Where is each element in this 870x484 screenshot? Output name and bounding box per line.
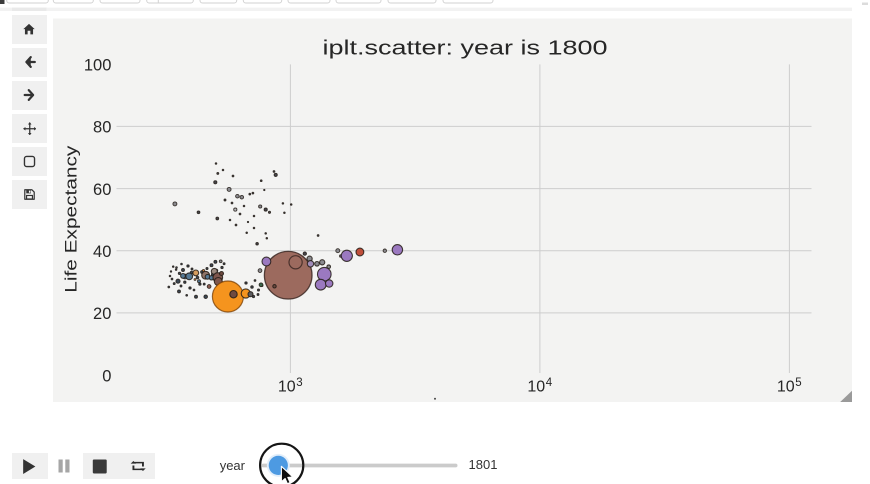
svg-text:100: 100 — [84, 56, 112, 74]
svg-text:iplt.scatter: year is 1800: iplt.scatter: year is 1800 — [323, 38, 608, 60]
svg-text:80: 80 — [93, 119, 111, 137]
svg-text:10: 10 — [777, 379, 795, 396]
svg-text:0: 0 — [102, 367, 111, 385]
svg-text:10: 10 — [527, 379, 545, 396]
svg-text:5: 5 — [795, 377, 801, 389]
svg-text:10: 10 — [278, 379, 296, 396]
svg-text:20: 20 — [93, 305, 111, 323]
svg-text:Life Expectancy: Life Expectancy — [63, 145, 81, 293]
svg-text:60: 60 — [93, 181, 111, 199]
svg-text:4: 4 — [546, 377, 553, 389]
svg-text:40: 40 — [93, 243, 111, 261]
svg-text:3: 3 — [296, 377, 302, 389]
